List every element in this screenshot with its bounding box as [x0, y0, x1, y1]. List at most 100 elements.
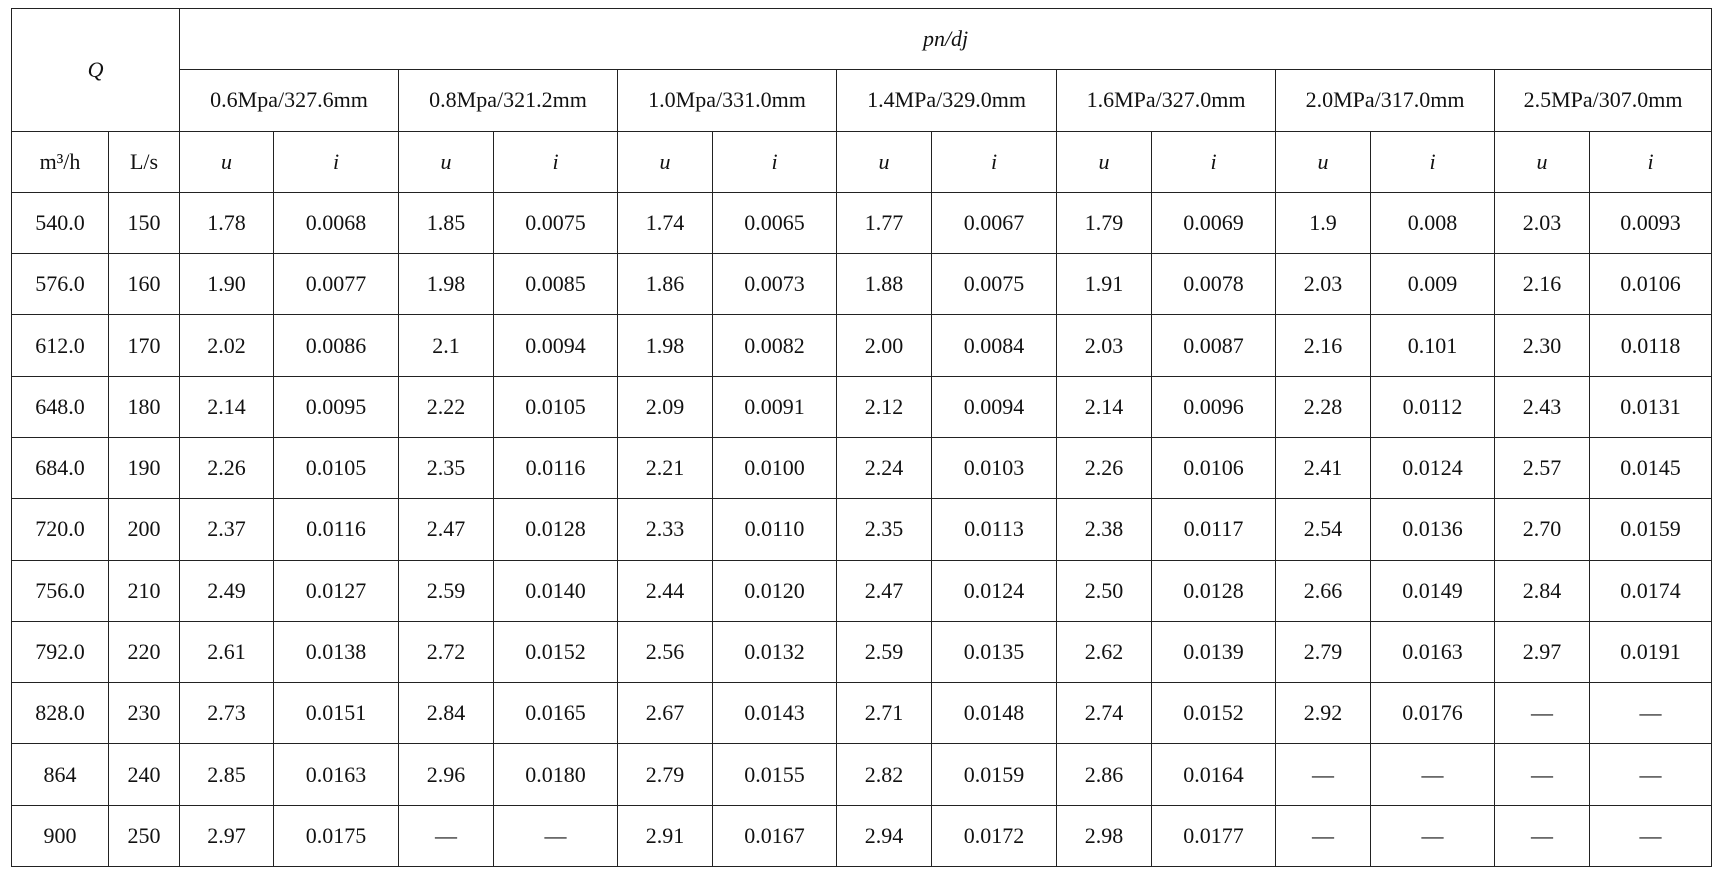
data-cell: 0.0180: [493, 743, 619, 806]
sub-header: i: [493, 130, 619, 193]
data-cell: 2.47: [398, 498, 495, 561]
data-cell: 0.0105: [493, 375, 619, 438]
data-cell: 2.33: [617, 498, 714, 561]
data-cell: 0.0152: [493, 620, 619, 684]
data-cell: 2.66: [1275, 559, 1372, 622]
data-cell: 2.24: [836, 436, 933, 500]
data-row: 540.0 150 1.78 0.0068 1.85 0.0075 1.74 0.0065 1.…: [11, 191, 1713, 255]
data-cell: 0.0136: [1370, 498, 1496, 561]
data-cell: 2.14: [1056, 375, 1153, 438]
data-cell: 0.0112: [1370, 375, 1496, 438]
data-cell: 2.79: [617, 743, 714, 806]
data-cell: 2.35: [398, 436, 495, 500]
sub-header: u: [1275, 130, 1372, 193]
data-cell: 2.03: [1275, 253, 1372, 316]
data-cell: 2.00: [836, 314, 933, 377]
data-row: 864 240 2.85 0.0163 2.96 0.0180 2.79 0.0155 2.82…: [11, 743, 1713, 806]
data-cell: 2.56: [617, 620, 714, 684]
data-cell: 2.94: [836, 804, 933, 868]
data-cell: 0.0110: [712, 498, 838, 561]
data-cell: 1.78: [179, 191, 275, 255]
sub-header: u: [836, 130, 933, 193]
data-cell: 2.59: [836, 620, 933, 684]
data-cell: 2.1: [398, 314, 495, 377]
data-cell: 2.73: [179, 682, 275, 745]
data-cell: 0.0138: [273, 620, 400, 684]
data-cell: 2.14: [179, 375, 275, 438]
pressure-row: 0.6Mpa/327.6mm 0.8Mpa/321.2mm 1.0Mpa/331.0…: [12, 69, 1713, 132]
data-cell: 1.90: [179, 253, 275, 316]
data-cell: 2.26: [179, 436, 275, 500]
data-cell: 0.0165: [493, 682, 619, 745]
data-cell: 900: [11, 804, 109, 868]
data-cell: 792.0: [11, 620, 109, 684]
data-cell: 2.59: [398, 559, 495, 622]
data-cell: —: [1370, 804, 1496, 868]
data-cell: 0.0103: [931, 436, 1058, 500]
data-cell: 2.43: [1494, 375, 1591, 438]
data-cell: 0.0086: [273, 314, 400, 377]
data-cell: 0.0075: [493, 191, 619, 255]
data-cell: 2.50: [1056, 559, 1153, 622]
data-cell: 0.0113: [931, 498, 1058, 561]
data-row: 792.0 220 2.61 0.0138 2.72 0.0152 2.56 0.0132 2.…: [11, 620, 1713, 684]
data-cell: 0.009: [1370, 253, 1496, 316]
data-cell: 250: [107, 804, 181, 868]
pressure-header: 1.4MPa/329.0mm: [836, 69, 1058, 132]
data-cell: —: [398, 804, 495, 868]
data-cell: 2.86: [1056, 743, 1153, 806]
data-cell: 0.0140: [493, 559, 619, 622]
data-cell: —: [1494, 682, 1591, 745]
sub-header: i: [1151, 130, 1277, 193]
data-cell: 0.0120: [712, 559, 838, 622]
sub-header: u: [179, 130, 275, 193]
data-cell: 200: [107, 498, 181, 561]
data-cell: 2.62: [1056, 620, 1153, 684]
pressure-header: 0.6Mpa/327.6mm: [179, 69, 400, 132]
data-cell: 0.0118: [1589, 314, 1713, 377]
data-cell: 540.0: [11, 191, 109, 255]
data-cell: —: [1275, 743, 1372, 806]
data-cell: 756.0: [11, 559, 109, 622]
data-cell: 2.12: [836, 375, 933, 438]
data-cell: 2.91: [617, 804, 714, 868]
data-cell: 648.0: [11, 375, 109, 438]
data-cell: 2.79: [1275, 620, 1372, 684]
sub-header: i: [931, 130, 1058, 193]
pressure-header: 1.0Mpa/331.0mm: [617, 69, 838, 132]
data-cell: 0.008: [1370, 191, 1496, 255]
data-cell: 2.54: [1275, 498, 1372, 561]
data-row: 576.0 160 1.90 0.0077 1.98 0.0085 1.86 0.0073 1.…: [11, 253, 1713, 316]
sub-header: i: [712, 130, 838, 193]
data-row: 720.0 200 2.37 0.0116 2.47 0.0128 2.33 0.0110 2.…: [11, 498, 1713, 561]
data-cell: 720.0: [11, 498, 109, 561]
data-row: 828.0 230 2.73 0.0151 2.84 0.0165 2.67 0.0143 2.…: [11, 682, 1713, 745]
data-cell: 0.0084: [931, 314, 1058, 377]
data-cell: 2.82: [836, 743, 933, 806]
data-cell: 1.77: [836, 191, 933, 255]
data-cell: 0.0149: [1370, 559, 1496, 622]
data-cell: 0.0116: [273, 498, 400, 561]
data-cell: —: [1275, 804, 1372, 868]
data-cell: 0.0068: [273, 191, 400, 255]
data-cell: 1.85: [398, 191, 495, 255]
data-cell: 0.0148: [931, 682, 1058, 745]
data-cell: 0.0077: [273, 253, 400, 316]
data-row: 612.0 170 2.02 0.0086 2.1 0.0094 1.98 0.0082 2.0…: [11, 314, 1713, 377]
data-cell: 0.0094: [931, 375, 1058, 438]
data-cell: 612.0: [11, 314, 109, 377]
data-cell: 210: [107, 559, 181, 622]
data-cell: 828.0: [11, 682, 109, 745]
data-cell: 2.41: [1275, 436, 1372, 500]
data-cell: 2.84: [1494, 559, 1591, 622]
data-cell: 1.9: [1275, 191, 1372, 255]
data-cell: 1.79: [1056, 191, 1153, 255]
pressure-header: 1.6MPa/327.0mm: [1056, 69, 1277, 132]
data-cell: 0.0082: [712, 314, 838, 377]
data-cell: —: [1494, 743, 1591, 806]
data-cell: 2.61: [179, 620, 275, 684]
data-cell: 1.91: [1056, 253, 1153, 316]
